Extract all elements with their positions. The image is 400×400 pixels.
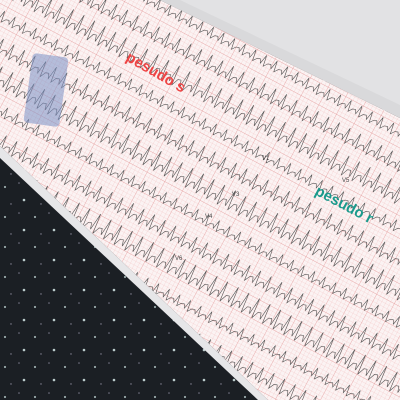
lead-label: V1 <box>262 156 270 162</box>
ecg-trace <box>0 67 400 400</box>
ecg-trace <box>0 23 400 400</box>
ecg-trace <box>0 0 400 259</box>
ecg-trace <box>0 0 400 360</box>
ecg-trace <box>0 0 400 333</box>
lead-label: V5 <box>342 178 350 184</box>
ecg-trace <box>0 45 400 400</box>
ecg-trace <box>0 0 400 311</box>
lead-label: V3 <box>232 192 240 198</box>
lead-label: V6 <box>175 256 183 262</box>
ecg-trace <box>0 97 400 400</box>
redaction-sticker <box>23 53 69 127</box>
ecg-trace <box>0 0 400 285</box>
paper-edge <box>0 146 268 400</box>
lead-label: V4 <box>205 214 213 220</box>
glare <box>180 0 400 105</box>
ecg-trace <box>0 0 400 385</box>
